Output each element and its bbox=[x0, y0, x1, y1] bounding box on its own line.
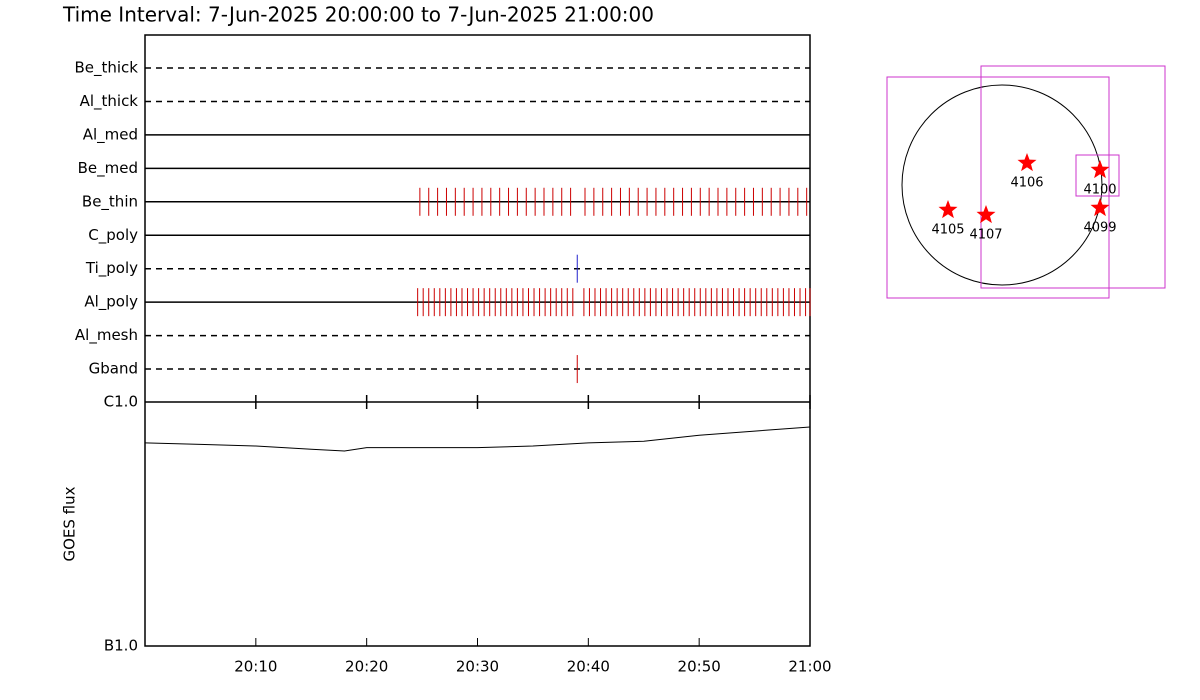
filter-label: Be_med bbox=[78, 159, 138, 178]
filter-label: C_poly bbox=[88, 226, 138, 245]
fov-box bbox=[886, 76, 1110, 299]
y-tick-label: C1.0 bbox=[104, 393, 138, 411]
x-tick-label: 20:20 bbox=[345, 658, 388, 676]
x-tick-label: 20:50 bbox=[678, 658, 721, 676]
chart-title: Time Interval: 7-Jun-2025 20:00:00 to 7-… bbox=[62, 3, 654, 27]
region-label: 4106 bbox=[1010, 176, 1043, 191]
fov-box bbox=[980, 65, 1166, 289]
filter-label: Ti_poly bbox=[85, 259, 138, 278]
region-star bbox=[976, 205, 996, 224]
region-star bbox=[1090, 160, 1110, 179]
region-label: 4100 bbox=[1083, 183, 1116, 198]
filter-label: Be_thick bbox=[74, 59, 138, 78]
region-label: 4107 bbox=[969, 228, 1002, 243]
solar-disk bbox=[901, 84, 1103, 286]
fov-box bbox=[1075, 154, 1120, 197]
region-label: 4105 bbox=[931, 223, 964, 238]
x-tick-label: 20:10 bbox=[234, 658, 277, 676]
filter-label: Al_med bbox=[83, 125, 138, 144]
plot-frame bbox=[144, 34, 811, 647]
filter-label: Be_thin bbox=[82, 192, 138, 211]
region-star bbox=[1017, 153, 1037, 172]
region-label: 4099 bbox=[1083, 221, 1116, 236]
region-star bbox=[1090, 198, 1110, 217]
filter-label: Al_thick bbox=[80, 92, 139, 111]
goes-flux-line bbox=[144, 426, 811, 452]
x-tick-label: 21:00 bbox=[788, 658, 831, 676]
filter-label: Al_poly bbox=[84, 293, 138, 312]
y-axis-label: GOES flux bbox=[61, 486, 79, 561]
sun-map bbox=[886, 65, 1166, 299]
filter-label: Al_mesh bbox=[75, 326, 138, 345]
region-star bbox=[938, 200, 958, 219]
y-tick-label: B1.0 bbox=[104, 637, 138, 655]
filter-label: Gband bbox=[89, 360, 138, 378]
x-tick-label: 20:40 bbox=[567, 658, 610, 676]
x-tick-label: 20:30 bbox=[456, 658, 499, 676]
